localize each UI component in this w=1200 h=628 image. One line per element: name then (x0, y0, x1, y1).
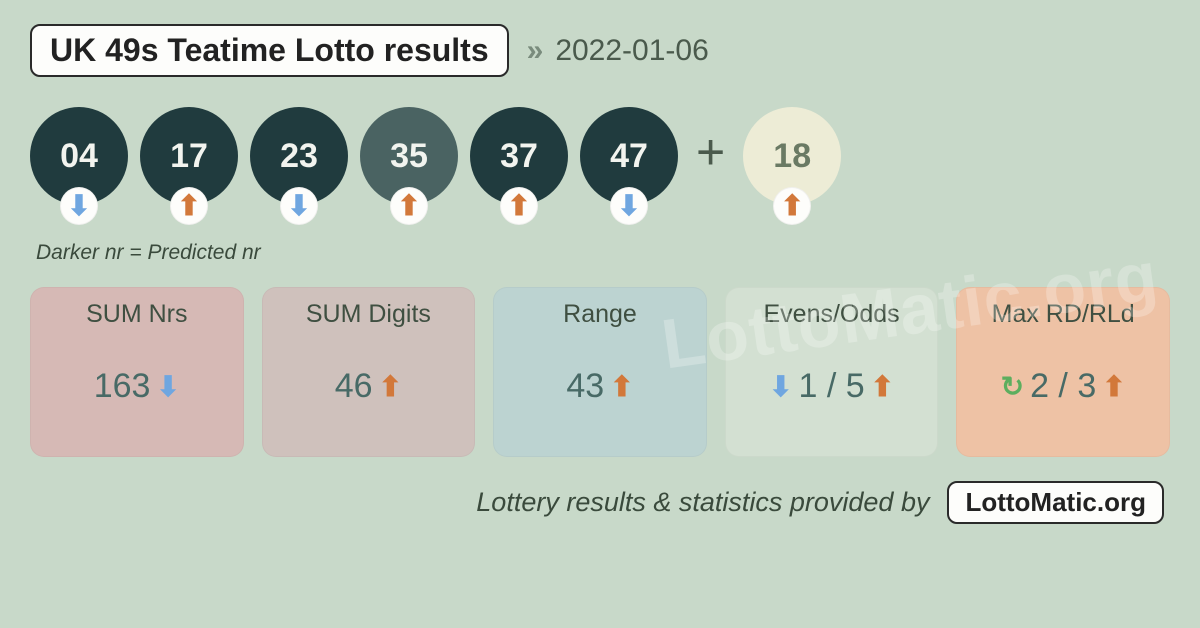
arrow-down-icon: ⬇ (156, 373, 179, 401)
stat-value: ↻2 / 3⬆ (1001, 367, 1126, 406)
lotto-ball: 35⬆ (360, 107, 458, 225)
stat-number: 43 (566, 367, 604, 406)
refresh-icon: ↻ (1001, 373, 1024, 401)
stat-title: Range (563, 300, 637, 329)
stat-card: SUM Nrs 163⬇ (30, 287, 244, 457)
trend-badge: ⬆ (170, 187, 208, 225)
stat-card: Range 43⬆ (493, 287, 707, 457)
stat-title: SUM Digits (306, 300, 431, 329)
trend-badge: ⬇ (610, 187, 648, 225)
trend-badge: ⬇ (280, 187, 318, 225)
footer: Lottery results & statistics provided by… (30, 481, 1170, 524)
arrow-up-icon: ⬆ (379, 373, 402, 401)
chevron-right-icon: » (527, 34, 538, 68)
arrow-down-icon: ⬇ (769, 373, 792, 401)
balls-row: 04⬇17⬆23⬇35⬆37⬆47⬇ +18⬆ (30, 107, 1170, 225)
legend-text: Darker nr = Predicted nr (36, 241, 1170, 265)
stat-value: 163⬇ (94, 367, 180, 406)
stats-row: SUM Nrs163⬇SUM Digits46⬆Range43⬆Evens/Od… (30, 287, 1170, 457)
arrow-up-icon: ⬆ (397, 192, 420, 220)
stat-value: ⬇1 / 5⬆ (769, 367, 894, 406)
stat-card: Max RD/RLd ↻2 / 3⬆ (956, 287, 1170, 457)
trend-badge: ⬇ (60, 187, 98, 225)
arrow-up-icon: ⬆ (610, 373, 633, 401)
trend-badge: ⬆ (773, 187, 811, 225)
arrow-down-icon: ⬇ (67, 192, 90, 220)
lotto-ball: 04⬇ (30, 107, 128, 225)
arrow-up-icon: ⬆ (177, 192, 200, 220)
arrow-up-icon: ⬆ (780, 192, 803, 220)
lotto-ball: 47⬇ (580, 107, 678, 225)
arrow-down-icon: ⬇ (617, 192, 640, 220)
arrow-up-icon: ⬆ (1102, 373, 1125, 401)
header: UK 49s Teatime Lotto results » 2022-01-0… (30, 24, 1170, 77)
stat-number: 46 (335, 367, 373, 406)
stat-title: Evens/Odds (763, 300, 899, 329)
page-title: UK 49s Teatime Lotto results (30, 24, 509, 77)
stat-number: 163 (94, 367, 151, 406)
plus-icon: + (696, 123, 725, 181)
stat-number: 1 / 5 (798, 367, 864, 406)
stat-title: Max RD/RLd (992, 300, 1135, 329)
draw-date: 2022-01-06 (555, 34, 708, 68)
stat-number: 2 / 3 (1030, 367, 1096, 406)
lotto-ball: 17⬆ (140, 107, 238, 225)
stat-card: Evens/Odds ⬇1 / 5⬆ (725, 287, 939, 457)
stat-value: 43⬆ (566, 367, 633, 406)
trend-badge: ⬆ (390, 187, 428, 225)
bonus-ball: 18⬆ (743, 107, 841, 225)
lotto-ball: 37⬆ (470, 107, 568, 225)
footer-text: Lottery results & statistics provided by (476, 487, 929, 518)
stat-title: SUM Nrs (86, 300, 187, 329)
arrow-up-icon: ⬆ (507, 192, 530, 220)
lotto-ball: 23⬇ (250, 107, 348, 225)
stat-card: SUM Digits 46⬆ (262, 287, 476, 457)
footer-brand[interactable]: LottoMatic.org (947, 481, 1164, 524)
stat-value: 46⬆ (335, 367, 402, 406)
arrow-up-icon: ⬆ (871, 373, 894, 401)
arrow-down-icon: ⬇ (287, 192, 310, 220)
trend-badge: ⬆ (500, 187, 538, 225)
